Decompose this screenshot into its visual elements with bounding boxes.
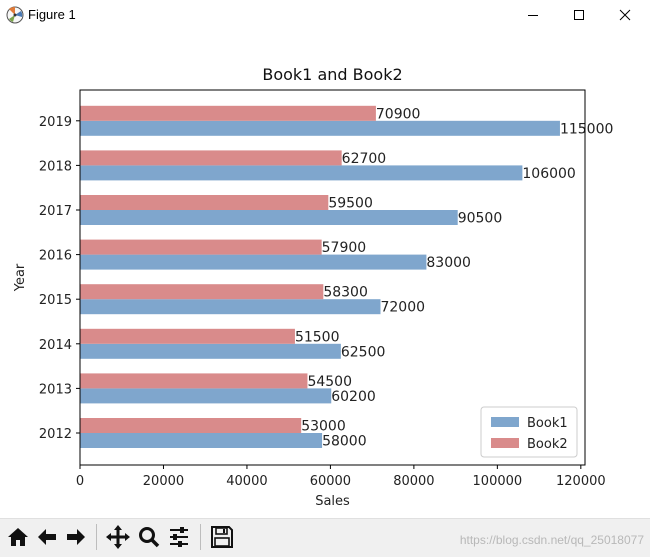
matplotlib-icon — [6, 6, 24, 24]
back-arrow-icon — [38, 529, 56, 545]
data-label-book1-2016: 83000 — [426, 255, 471, 271]
y-tick-label-2012: 2012 — [39, 427, 72, 442]
bar-book2-2015 — [80, 284, 324, 300]
minimize-icon — [528, 15, 538, 16]
y-tick-label-2017: 2017 — [39, 204, 72, 219]
zoom-button[interactable] — [135, 523, 163, 551]
toolbar-separator — [200, 524, 201, 550]
legend-swatch-book1 — [491, 417, 519, 427]
configure-subplots-button[interactable] — [165, 523, 193, 551]
data-label-book2-2016: 57900 — [322, 240, 367, 256]
bar-book1-2013 — [80, 388, 332, 404]
legend-label-book2: Book2 — [527, 437, 568, 452]
axes-frame — [79, 89, 586, 466]
figure-canvas[interactable]: 58000 53000 2012 60200 54500 2013 62500 51500 20… — [0, 30, 650, 518]
pan-button[interactable] — [104, 523, 132, 551]
y-tick-label-2016: 2016 — [39, 249, 72, 264]
bar-book1-2017 — [80, 210, 458, 225]
bar-book2-2014 — [80, 328, 295, 344]
x-tick-label-40000: 40000 — [226, 474, 267, 489]
window-title: Figure 1 — [28, 7, 76, 22]
save-icon — [211, 526, 233, 548]
x-tick-label-80000: 80000 — [393, 474, 434, 489]
zoom-icon — [139, 527, 160, 548]
navigation-toolbar: https://blog.csdn.net/qq_25018077 — [0, 518, 650, 557]
bar-book2-2019 — [80, 105, 376, 121]
bar-book1-2016 — [80, 254, 427, 270]
y-tick-label-2015: 2015 — [39, 293, 72, 308]
y-tick-label-2014: 2014 — [39, 338, 72, 353]
bar-book1-2019 — [80, 120, 560, 136]
data-label-book2-2012: 53000 — [301, 419, 346, 435]
y-tick-label-2018: 2018 — [39, 159, 72, 174]
close-icon — [619, 9, 631, 21]
bar-book1-2014 — [80, 343, 341, 359]
toolbar-separator — [96, 524, 97, 550]
back-button[interactable] — [33, 523, 61, 551]
y-tick-label-2013: 2013 — [39, 382, 72, 397]
home-button[interactable] — [4, 523, 32, 551]
data-label-book1-2012: 58000 — [322, 434, 367, 450]
x-tick-label-20000: 20000 — [143, 474, 184, 489]
data-label-book1-2013: 60200 — [331, 389, 376, 405]
bar-book2-2012 — [80, 418, 302, 433]
data-label-book1-2014: 62500 — [341, 344, 386, 360]
title-bar: Figure 1 — [0, 0, 650, 30]
data-label-book2-2013: 54500 — [307, 374, 352, 390]
legend-label-book1: Book1 — [527, 416, 568, 431]
data-label-book2-2014: 51500 — [295, 329, 340, 345]
x-tick-label-100000: 100000 — [473, 474, 523, 489]
maximize-button[interactable] — [556, 0, 602, 30]
y-axis-label: Year — [13, 263, 28, 292]
x-tick-label-120000: 120000 — [556, 474, 606, 489]
data-label-book1-2017: 90500 — [458, 211, 503, 227]
home-icon — [8, 528, 28, 546]
bar-book2-2018 — [80, 150, 342, 166]
x-axis-label: Sales — [315, 494, 350, 509]
bar-book2-2016 — [80, 239, 322, 255]
data-label-book2-2015: 58300 — [323, 285, 368, 301]
data-label-book2-2018: 62700 — [342, 151, 387, 167]
x-tick-label-60000: 60000 — [310, 474, 351, 489]
close-button[interactable] — [602, 0, 648, 30]
data-label-book1-2018: 106000 — [522, 166, 575, 182]
bar-book1-2018 — [80, 165, 523, 181]
chart-title: Book1 and Book2 — [262, 65, 402, 84]
data-label-book2-2017: 59500 — [328, 196, 373, 212]
data-label-book1-2015: 72000 — [380, 300, 425, 316]
save-button[interactable] — [208, 523, 236, 551]
forward-arrow-icon — [67, 529, 85, 545]
watermark-text: https://blog.csdn.net/qq_25018077 — [459, 533, 644, 547]
data-label-book2-2019: 70900 — [376, 106, 421, 122]
data-label-book1-2019: 115000 — [560, 121, 613, 137]
bar-book1-2012 — [80, 433, 323, 448]
x-tick-label-0: 0 — [76, 474, 84, 489]
bar-book2-2017 — [80, 195, 329, 210]
forward-button[interactable] — [62, 523, 90, 551]
bar-book1-2015 — [80, 299, 381, 315]
y-tick-label-2019: 2019 — [39, 115, 72, 130]
configure-subplots-icon — [170, 527, 188, 547]
minimize-button[interactable] — [510, 0, 556, 30]
pan-icon — [106, 525, 130, 549]
legend-swatch-book2 — [491, 438, 519, 448]
maximize-icon — [574, 10, 584, 20]
bar-book2-2013 — [80, 373, 308, 389]
